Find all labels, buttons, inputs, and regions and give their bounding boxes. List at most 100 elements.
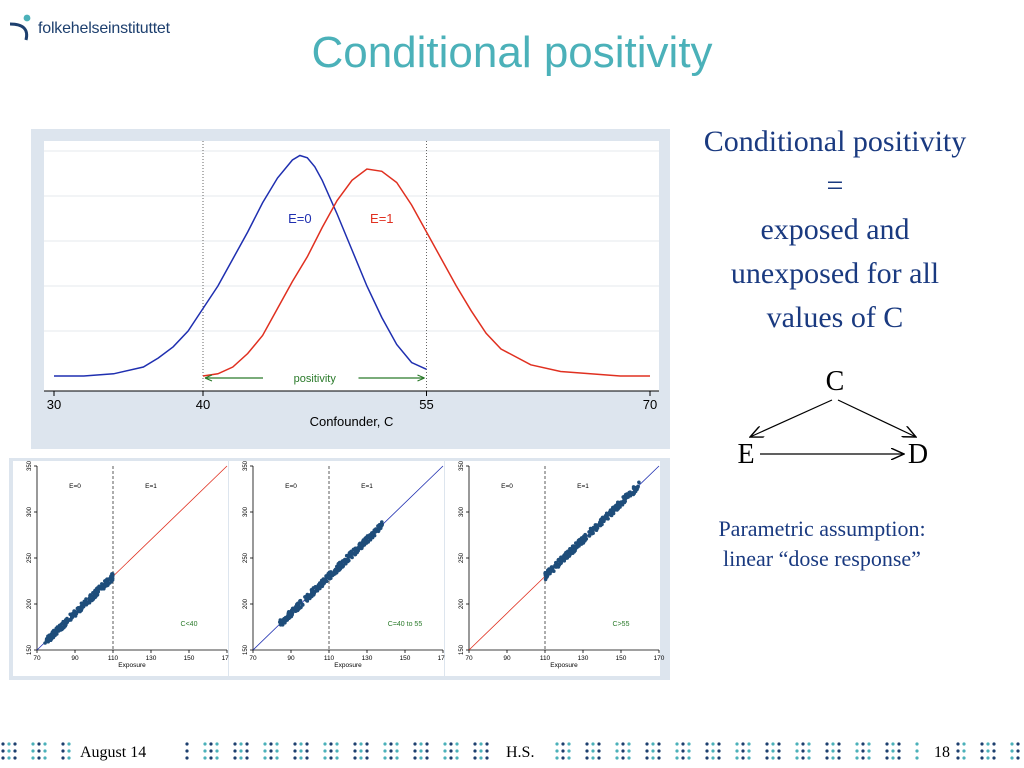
footer-dot bbox=[299, 742, 303, 746]
footer-dot bbox=[353, 742, 357, 746]
footer-dot bbox=[239, 749, 243, 753]
footer-dot bbox=[801, 749, 805, 753]
footer-dot bbox=[185, 756, 189, 760]
footer-dot bbox=[269, 756, 273, 760]
footer-dot bbox=[425, 756, 429, 760]
footer-dot bbox=[741, 742, 745, 746]
footer-dot bbox=[43, 742, 47, 746]
footer-dot bbox=[67, 742, 71, 746]
footer-dot bbox=[275, 742, 279, 746]
footer-dot bbox=[771, 756, 775, 760]
region-label-e0: E=0 bbox=[501, 483, 513, 490]
footer-dot bbox=[795, 756, 799, 760]
scatter-point bbox=[605, 513, 609, 517]
scatter-point bbox=[577, 544, 581, 548]
scatter-point bbox=[288, 615, 292, 619]
x-tick-label: 90 bbox=[287, 655, 295, 662]
positivity-arrowhead-right bbox=[417, 374, 425, 382]
footer-dot bbox=[855, 756, 859, 760]
footer-dot bbox=[837, 756, 841, 760]
footer-dot bbox=[449, 756, 453, 760]
footer-dot bbox=[449, 742, 453, 746]
footer-dot bbox=[992, 742, 996, 746]
footer-dot bbox=[1010, 742, 1014, 746]
param-line-2: linear “dose response” bbox=[723, 546, 921, 571]
footer-dot bbox=[861, 749, 865, 753]
scatter-point bbox=[366, 540, 370, 544]
scatter-point bbox=[100, 582, 104, 586]
scatter-point bbox=[360, 544, 364, 548]
footer-dot bbox=[831, 749, 835, 753]
footer-dot bbox=[275, 749, 279, 753]
param-line-1: Parametric assumption: bbox=[718, 516, 926, 541]
scatter-point bbox=[372, 528, 377, 532]
scatter-point bbox=[556, 564, 561, 568]
y-tick-label: 250 bbox=[459, 552, 465, 563]
fit-line-right bbox=[112, 465, 228, 577]
x-tick-label: 30 bbox=[47, 397, 61, 412]
x-tick-label: 70 bbox=[465, 655, 473, 662]
footer-dot bbox=[305, 756, 309, 760]
footer-dot bbox=[705, 742, 709, 746]
footer-dot bbox=[837, 749, 841, 753]
footer-dot bbox=[479, 756, 483, 760]
scatter-point bbox=[627, 491, 631, 495]
footer-dot bbox=[329, 756, 333, 760]
footer-dot bbox=[293, 756, 297, 760]
footer-dot bbox=[209, 742, 213, 746]
footer-dot bbox=[735, 749, 739, 753]
scatter-point bbox=[568, 547, 572, 551]
scatter-point bbox=[50, 630, 55, 634]
footer-dot bbox=[335, 756, 339, 760]
footer-dot bbox=[885, 742, 889, 746]
scatter-point bbox=[65, 616, 69, 621]
scatter-point bbox=[616, 505, 621, 509]
footer-dot bbox=[305, 749, 309, 753]
y-tick-label: 350 bbox=[459, 460, 465, 471]
footer-dot bbox=[675, 756, 679, 760]
footer-dot bbox=[747, 749, 751, 753]
footer-dot bbox=[443, 749, 447, 753]
footer-dot bbox=[867, 756, 871, 760]
scatter-point bbox=[552, 569, 556, 573]
scatter-chart-group: 150 200 250 300 350 70 90 110 130 150 170 Exposure E… bbox=[13, 460, 665, 676]
scatter-point bbox=[622, 500, 627, 505]
footer-dot bbox=[897, 742, 901, 746]
footer-dot bbox=[615, 742, 619, 746]
scatter-point bbox=[303, 595, 308, 599]
footer-dot bbox=[807, 742, 811, 746]
scatter-point bbox=[590, 530, 595, 534]
region-label-e0: E=0 bbox=[285, 483, 297, 490]
dag-edge-c-d bbox=[837, 399, 916, 437]
footer-dot bbox=[807, 756, 811, 760]
footer-dot bbox=[245, 749, 249, 753]
footer-dot bbox=[269, 742, 273, 746]
x-axis-label: Exposure bbox=[550, 662, 578, 669]
footer-dot bbox=[615, 756, 619, 760]
footer-dot bbox=[597, 749, 601, 753]
footer-dot bbox=[209, 749, 213, 753]
scatter-point bbox=[587, 533, 591, 538]
footer-dot bbox=[7, 749, 11, 753]
scatter-point bbox=[321, 580, 325, 585]
footer-dot bbox=[269, 749, 273, 753]
footer-dot bbox=[687, 749, 691, 753]
footer-dot bbox=[735, 742, 739, 746]
footer-dot bbox=[585, 742, 589, 746]
scatter-point bbox=[337, 562, 342, 567]
scatter-point bbox=[71, 611, 75, 616]
footer-dot bbox=[359, 756, 363, 760]
footer-dot bbox=[861, 742, 865, 746]
scatter-point bbox=[632, 489, 637, 494]
footer-dot bbox=[43, 756, 47, 760]
scatter-point bbox=[289, 608, 294, 613]
positivity-label: positivity bbox=[294, 373, 337, 385]
scatter-panels: 150 200 250 300 350 70 90 110 130 150 170 Exposure E… bbox=[9, 458, 670, 680]
footer-dot bbox=[365, 756, 369, 760]
x-tick-label: 130 bbox=[578, 655, 589, 662]
footer-dot bbox=[1016, 756, 1020, 760]
scatter-point bbox=[347, 553, 351, 558]
scatter-point bbox=[576, 538, 581, 543]
footer-dot bbox=[675, 749, 679, 753]
footer-dot bbox=[627, 742, 631, 746]
